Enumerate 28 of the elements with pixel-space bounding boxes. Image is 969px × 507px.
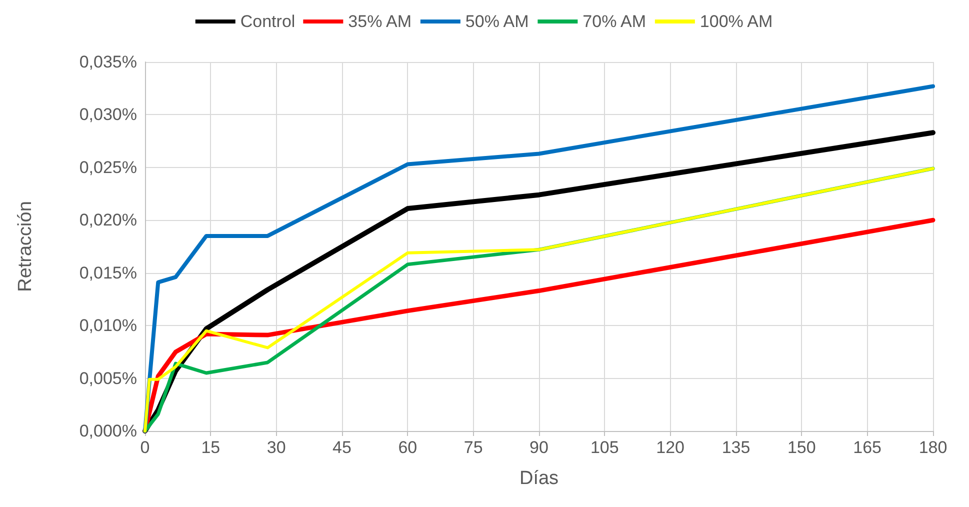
y-tick-label: 0,005%	[79, 368, 137, 388]
y-axis-title: Retracción	[15, 201, 36, 292]
y-tick-label: 0,025%	[79, 158, 137, 177]
x-tick-label: 165	[853, 438, 882, 457]
legend-label: 50% AM	[465, 12, 529, 31]
x-tick-label: 30	[266, 438, 286, 457]
y-tick-label: 0,020%	[79, 210, 137, 230]
legend-label: 100% AM	[700, 12, 773, 31]
x-tick-label: 135	[722, 438, 750, 457]
x-tick-label: 120	[656, 438, 685, 457]
x-tick-label: 0	[140, 438, 150, 457]
y-tick-label: 0,035%	[79, 52, 137, 72]
x-tick-label: 180	[918, 438, 948, 457]
y-tick-label: 0,010%	[79, 316, 137, 336]
y-tick-label: 0,030%	[79, 105, 137, 124]
x-axis-title: Días	[519, 468, 559, 489]
x-tick-label: 105	[590, 438, 619, 457]
legend-label: Control	[240, 12, 296, 31]
x-tick-label: 150	[787, 438, 816, 457]
x-tick-label: 60	[398, 438, 418, 457]
x-tick-label: 45	[332, 438, 352, 457]
x-tick-label: 90	[530, 438, 548, 457]
x-tick-label: 15	[201, 438, 220, 457]
legend-label: 35% AM	[348, 12, 412, 31]
legend-label: 70% AM	[582, 12, 646, 31]
x-tick-label: 75	[464, 438, 483, 457]
y-tick-label: 0,015%	[79, 263, 137, 282]
y-tick-label: 0,000%	[79, 422, 137, 440]
